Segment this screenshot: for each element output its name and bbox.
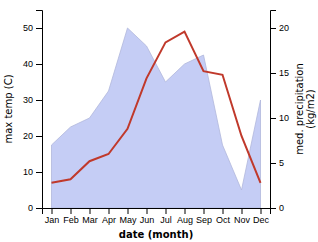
x-axis-title: date (month) xyxy=(119,229,193,240)
tick-label: May xyxy=(119,215,137,225)
tick-mark xyxy=(242,208,243,214)
y2-axis: 0 5 10 15 20 xyxy=(270,11,289,214)
tick-mark xyxy=(128,208,129,214)
tick: May xyxy=(119,208,137,225)
tick-label: Apr xyxy=(102,215,116,225)
tick-label: Aug xyxy=(177,215,193,225)
tick: 20 xyxy=(270,23,289,33)
tick-mark xyxy=(204,208,205,214)
tick-label: 20 xyxy=(279,23,289,33)
tick-mark xyxy=(147,208,148,214)
tick-mark xyxy=(36,208,42,209)
tick: 40 xyxy=(23,59,42,69)
tick: 0 xyxy=(270,203,284,213)
tick: 10 xyxy=(23,167,42,177)
tick-mark xyxy=(36,28,42,29)
tick-label: 0 xyxy=(28,203,33,213)
y2-axis-title-line: (kg/m2) xyxy=(305,89,316,129)
tick-mark xyxy=(270,28,276,29)
tick-mark xyxy=(90,208,91,214)
tick-mark xyxy=(71,208,72,214)
tick-label: Jun xyxy=(140,215,155,225)
tick-label: Oct xyxy=(216,215,231,225)
tick-label: Dec xyxy=(253,215,270,225)
axis-line xyxy=(271,11,277,209)
x-axis: JanFebMar AprMayJun Jul AugSep OctNovDec xyxy=(43,208,271,225)
axis-line xyxy=(43,209,271,215)
tick-mark xyxy=(36,136,42,137)
tick: Apr xyxy=(102,208,116,225)
tick-mark xyxy=(36,172,42,173)
marks xyxy=(52,28,261,208)
tick: Sep xyxy=(196,208,212,225)
tick-label: Mar xyxy=(82,215,98,225)
tick-mark xyxy=(270,208,276,209)
tick-label: Jan xyxy=(45,215,60,225)
tick-mark xyxy=(185,208,186,214)
tick-mark xyxy=(270,163,276,164)
tick-mark xyxy=(109,208,110,214)
tick: Oct xyxy=(216,208,231,225)
tick: 0 xyxy=(28,203,42,213)
tick-label: Sep xyxy=(196,215,212,225)
tick-label: 30 xyxy=(23,95,33,105)
tick-label: Nov xyxy=(234,215,251,225)
line xyxy=(52,32,261,183)
tick: Feb xyxy=(63,208,79,225)
tick-label: 20 xyxy=(23,131,33,141)
tick-label: 0 xyxy=(279,203,284,213)
tick-label: 10 xyxy=(23,167,33,177)
tick: 30 xyxy=(23,95,42,105)
tick-label: 50 xyxy=(23,23,33,33)
area xyxy=(52,28,261,208)
tick: 20 xyxy=(23,131,42,141)
tick-label: 40 xyxy=(23,59,33,69)
tick-label: 5 xyxy=(279,158,284,168)
tick-label: Jul xyxy=(160,215,172,225)
y2-axis-title-line: med. precipitation xyxy=(294,63,305,155)
axis-line xyxy=(36,11,43,209)
tick-mark xyxy=(270,118,276,119)
y-axis-title: max temp (C) xyxy=(3,74,14,143)
tick: Nov xyxy=(234,208,251,225)
tick-label: 10 xyxy=(279,113,289,123)
tick-mark xyxy=(223,208,224,214)
tick-mark xyxy=(166,208,167,214)
tick: Mar xyxy=(82,208,98,225)
tick-label: Feb xyxy=(63,215,79,225)
chart: JanFebMar AprMayJun Jul AugSep OctNovDec 0 10 2… xyxy=(0,0,318,242)
tick: Jun xyxy=(140,208,155,225)
tick-label: 15 xyxy=(279,68,289,78)
tick-mark xyxy=(261,208,262,214)
tick-mark xyxy=(36,100,42,101)
tick: Jul xyxy=(160,208,172,225)
y-axis: 0 10 20 30 40 50 xyxy=(23,11,43,214)
tick-mark xyxy=(36,64,42,65)
tick: Jan xyxy=(45,208,60,225)
tick-mark xyxy=(52,208,53,214)
tick: 15 xyxy=(270,68,289,78)
tick-mark xyxy=(270,73,276,74)
tick: Aug xyxy=(177,208,193,225)
y2-axis-title: med. precipitation(kg/m2) xyxy=(294,63,316,155)
tick: 50 xyxy=(23,23,42,33)
tick: 5 xyxy=(270,158,284,168)
tick: 10 xyxy=(270,113,289,123)
plot: JanFebMar AprMayJun Jul AugSep OctNovDec 0 10 2… xyxy=(3,11,316,241)
tick: Dec xyxy=(253,208,270,225)
